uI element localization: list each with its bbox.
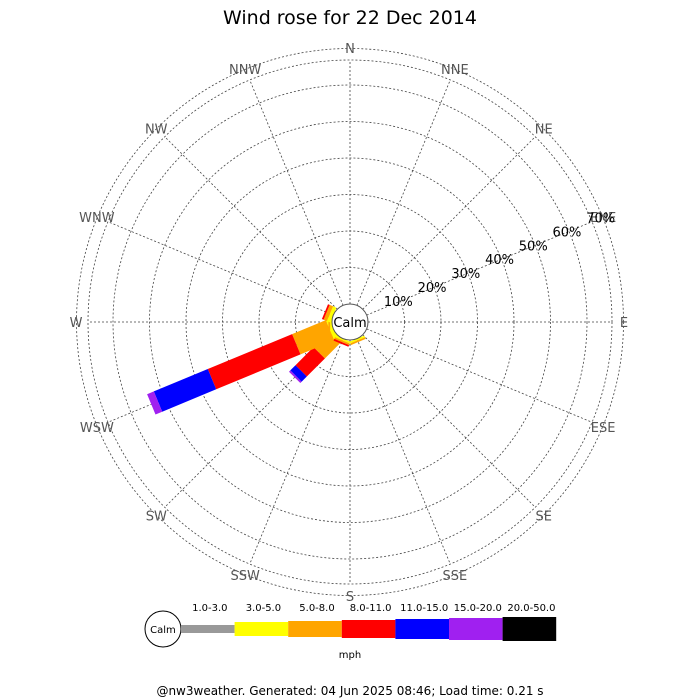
chart-title: Wind rose for 22 Dec 2014 bbox=[223, 7, 477, 29]
direction-label-WSW: WSW bbox=[80, 421, 114, 436]
direction-label-WNW: WNW bbox=[79, 211, 115, 226]
speed-legend: Calm 1.0-3.0 3.0-5.0 5.0-8.0 8.0-11.0 11.0-1… bbox=[144, 603, 557, 661]
legend-swatch-5.0-8.0 bbox=[288, 621, 342, 637]
legend-swatch-8.0-11.0 bbox=[341, 620, 396, 638]
petal-WSW-5.0-8.0 bbox=[292, 320, 335, 355]
petal-WSW-8.0-11.0 bbox=[207, 334, 301, 390]
direction-label-NNW: NNW bbox=[229, 63, 261, 78]
legend-label-3.0-5.0: 3.0-5.0 bbox=[246, 603, 281, 614]
petal-SSE-5.0-8.0 bbox=[350, 337, 366, 346]
wind-petals bbox=[147, 304, 366, 415]
spoke-NNW bbox=[249, 79, 344, 306]
ring-label-10%: 10% bbox=[384, 295, 413, 310]
ring-60% bbox=[112, 84, 588, 560]
legend-swatch-15.0-20.0 bbox=[449, 618, 503, 640]
direction-label-ENE: ENE bbox=[590, 211, 616, 226]
spoke-SE bbox=[362, 334, 536, 508]
legend-swatch-3.0-5.0 bbox=[234, 622, 289, 636]
spoke-NW bbox=[164, 136, 338, 310]
ring-label-30%: 30% bbox=[451, 267, 480, 282]
petal-SSW-8.0-11.0 bbox=[333, 338, 350, 347]
direction-label-W: W bbox=[70, 316, 83, 331]
spoke-NE bbox=[362, 136, 536, 310]
direction-label-SW: SW bbox=[146, 510, 167, 525]
direction-label-SSW: SSW bbox=[230, 569, 260, 584]
calm-label: Calm bbox=[333, 316, 366, 331]
spoke-SSW bbox=[249, 338, 344, 565]
petal-SW-11.0-15.0 bbox=[290, 365, 307, 382]
petal-WNW-3.0-5.0 bbox=[326, 306, 337, 323]
legend-label-8.0-11.0: 8.0-11.0 bbox=[350, 603, 392, 614]
legend-calm-label: Calm bbox=[150, 625, 176, 636]
ring-label-40%: 40% bbox=[485, 253, 514, 268]
spoke-WNW bbox=[107, 221, 334, 316]
ring-label-50%: 50% bbox=[519, 239, 548, 254]
ring-70% bbox=[76, 48, 624, 596]
legend-swatch-1.0-3.0 bbox=[181, 625, 235, 633]
petal-WSW-11.0-15.0 bbox=[153, 369, 217, 412]
spoke-SSE bbox=[356, 338, 451, 565]
legend-swatch-11.0-15.0 bbox=[395, 619, 449, 639]
direction-label-SSE: SSE bbox=[442, 569, 467, 584]
spoke-ESE bbox=[366, 328, 593, 423]
petal-SW-8.0-11.0 bbox=[295, 347, 325, 377]
direction-spokes bbox=[88, 60, 612, 584]
ring-label-70%: 70% bbox=[586, 211, 615, 226]
spoke-ENE bbox=[366, 221, 593, 316]
direction-label-N: N bbox=[345, 42, 355, 57]
spoke-NNE bbox=[356, 79, 451, 306]
direction-label-E: E bbox=[620, 316, 628, 331]
petal-SW-15.0-20.0 bbox=[289, 370, 302, 383]
ring-50% bbox=[149, 121, 551, 523]
direction-label-ESE: ESE bbox=[591, 421, 616, 436]
legend-label-11.0-15.0: 11.0-15.0 bbox=[400, 603, 448, 614]
petal-SSW-5.0-8.0 bbox=[334, 337, 350, 346]
direction-label-NNE: NNE bbox=[441, 63, 469, 78]
direction-label-NE: NE bbox=[535, 122, 553, 137]
legend-swatch-20.0-50.0 bbox=[502, 617, 557, 641]
legend-unit-label: mph bbox=[339, 650, 361, 661]
legend-label-15.0-20.0: 15.0-20.0 bbox=[454, 603, 502, 614]
ring-label-60%: 60% bbox=[553, 225, 582, 240]
calm-circle bbox=[331, 303, 369, 341]
direction-labels: N NNE NE ENE E ESE SE SSE S SSW SW WSW W WNW NW NNW bbox=[70, 42, 629, 605]
direction-label-SE: SE bbox=[536, 510, 552, 525]
petal-SSE-3.0-5.0 bbox=[349, 335, 365, 344]
ring-label-20%: 20% bbox=[418, 281, 447, 296]
petal-WSW-15.0-20.0 bbox=[147, 391, 163, 415]
petal-WNW-5.0-8.0 bbox=[323, 304, 334, 322]
footer-text: @nw3weather. Generated: 04 Jun 2025 08:4… bbox=[156, 684, 543, 698]
legend-label-5.0-8.0: 5.0-8.0 bbox=[299, 603, 334, 614]
ring-percent-labels: 10% 20% 30% 40% 50% 60% 70% bbox=[384, 211, 615, 310]
ring-outer bbox=[87, 59, 613, 585]
petal-WNW-8.0-11.0 bbox=[321, 304, 330, 320]
petal-SSW-3.0-5.0 bbox=[335, 335, 351, 344]
direction-label-S: S bbox=[346, 590, 354, 605]
legend-label-20.0-50.0: 20.0-50.0 bbox=[507, 603, 555, 614]
legend-label-1.0-3.0: 1.0-3.0 bbox=[192, 603, 227, 614]
direction-label-NW: NW bbox=[145, 122, 168, 137]
